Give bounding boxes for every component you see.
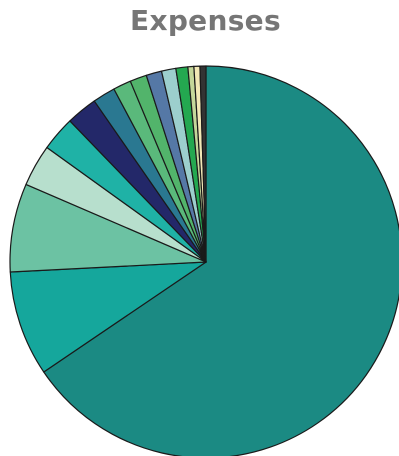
pie-slice [43, 65, 399, 456]
chart-title: Expenses [130, 4, 281, 37]
pie-slice [199, 65, 207, 263]
pie-slice [9, 261, 207, 373]
